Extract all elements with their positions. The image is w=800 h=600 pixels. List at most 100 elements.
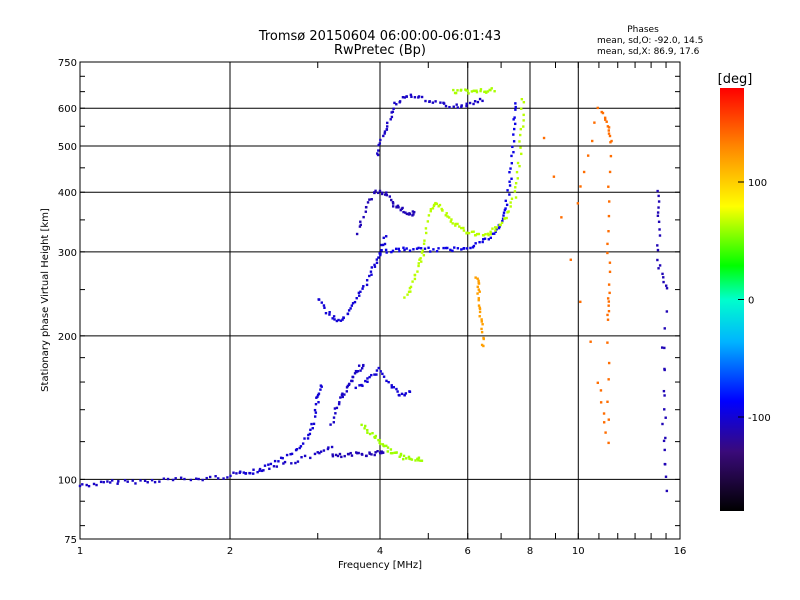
data-point — [514, 108, 517, 111]
data-point — [506, 189, 509, 192]
data-point — [332, 315, 336, 318]
data-point — [366, 380, 369, 384]
data-point — [361, 287, 364, 290]
data-point — [444, 214, 447, 217]
data-point — [194, 477, 198, 480]
data-point — [262, 469, 265, 472]
data-point — [379, 253, 382, 257]
data-point — [358, 294, 361, 297]
data-point — [376, 450, 379, 453]
data-point — [319, 388, 322, 391]
data-point — [314, 402, 318, 406]
data-point — [317, 298, 320, 301]
data-point — [593, 121, 596, 124]
data-point — [505, 216, 508, 220]
data-point — [353, 372, 357, 375]
data-point — [376, 191, 380, 195]
data-point — [478, 97, 482, 101]
data-point — [335, 319, 339, 323]
data-point — [662, 276, 665, 279]
data-point — [509, 205, 512, 208]
data-point — [267, 463, 270, 466]
data-point — [455, 103, 458, 106]
data-point — [596, 106, 599, 110]
data-point — [395, 387, 398, 391]
data-point — [317, 400, 320, 404]
data-point — [394, 451, 398, 454]
data-point — [480, 331, 484, 334]
data-point — [377, 438, 380, 442]
data-point — [608, 170, 612, 174]
data-point — [411, 210, 415, 213]
data-point — [375, 373, 378, 376]
data-point — [480, 343, 484, 347]
data-point — [486, 232, 490, 236]
data-point — [311, 427, 314, 430]
data-point — [365, 279, 369, 282]
data-point — [364, 424, 367, 428]
data-point — [477, 279, 480, 283]
data-point — [166, 477, 170, 481]
data-point — [473, 100, 477, 103]
data-point — [591, 139, 594, 143]
data-point — [420, 260, 423, 263]
data-point — [359, 369, 362, 372]
data-point — [449, 248, 452, 252]
data-point — [232, 471, 235, 474]
data-point — [146, 481, 149, 484]
data-point — [503, 217, 507, 220]
data-point — [519, 133, 522, 137]
data-point — [446, 215, 449, 218]
data-point — [197, 477, 200, 481]
data-point — [657, 194, 660, 198]
data-point — [415, 247, 419, 250]
data-point — [498, 223, 501, 227]
data-point — [658, 264, 662, 267]
data-point — [347, 453, 350, 456]
data-point — [479, 88, 483, 91]
data-point — [520, 152, 523, 156]
data-point — [472, 244, 476, 248]
data-point — [385, 379, 388, 383]
data-point — [403, 393, 406, 397]
data-point — [370, 273, 373, 276]
data-point — [391, 451, 394, 455]
data-point — [201, 478, 204, 482]
data-point — [391, 249, 395, 253]
data-point — [357, 364, 361, 367]
data-point — [307, 433, 310, 437]
data-point — [514, 105, 517, 109]
data-point — [476, 292, 479, 295]
data-point — [354, 369, 358, 373]
data-point — [513, 190, 517, 193]
data-point — [309, 428, 312, 432]
data-point — [507, 210, 510, 213]
data-point — [418, 258, 421, 261]
data-point — [393, 101, 396, 105]
data-point — [357, 451, 360, 455]
data-point — [362, 215, 365, 219]
data-point — [398, 100, 402, 103]
data-point — [277, 460, 280, 463]
data-point — [332, 416, 336, 419]
data-point — [364, 379, 367, 383]
data-point — [454, 224, 457, 227]
data-point — [453, 246, 456, 249]
data-point — [576, 202, 580, 205]
data-point — [380, 243, 383, 247]
data-point — [329, 423, 332, 426]
data-point — [459, 89, 463, 92]
data-point — [417, 264, 420, 268]
data-point — [589, 340, 592, 343]
data-point — [373, 373, 376, 376]
data-point — [365, 205, 368, 209]
data-point — [608, 134, 612, 138]
plot-area — [78, 61, 681, 540]
data-point — [417, 262, 420, 265]
data-point — [390, 111, 393, 114]
x-axis-label: Frequency [MHz] — [338, 560, 422, 571]
data-point — [515, 170, 519, 174]
data-point — [407, 290, 411, 294]
data-point — [442, 246, 445, 250]
data-point — [150, 478, 154, 482]
